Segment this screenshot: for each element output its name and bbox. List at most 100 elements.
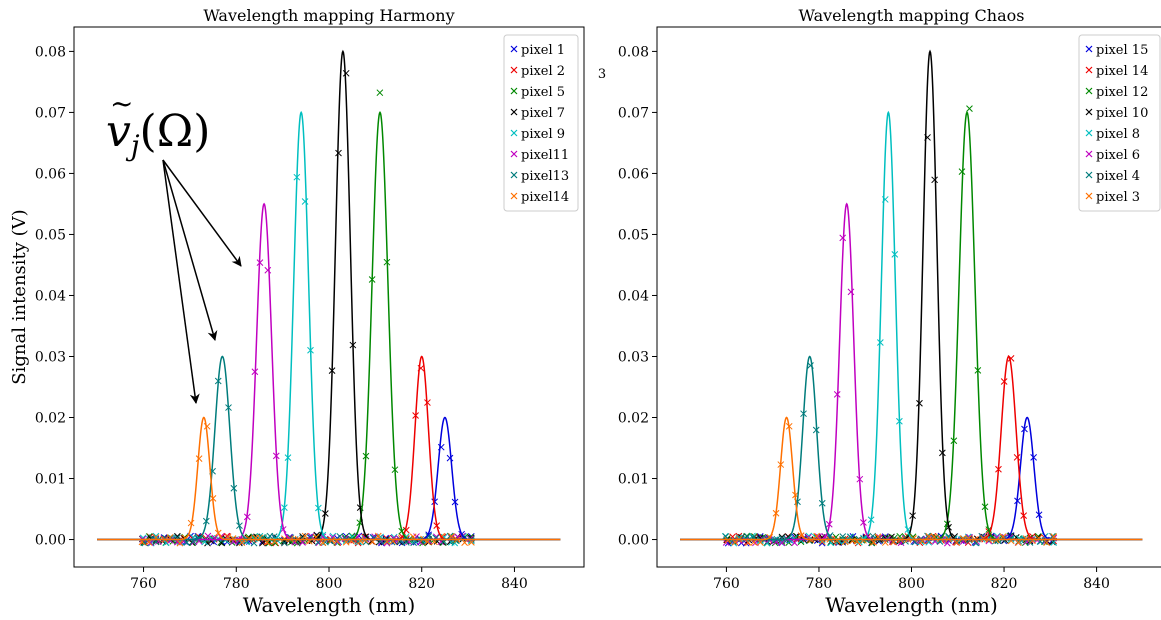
legend-entry: pixel 5 — [521, 85, 565, 100]
legend-marker — [510, 108, 518, 116]
data-point — [874, 533, 882, 541]
x-tick-label: 780 — [223, 576, 250, 592]
data-point — [993, 532, 1001, 540]
annotation-arrow-3 — [162, 159, 200, 404]
data-point — [383, 539, 391, 547]
data-point — [301, 198, 309, 205]
chart-chaos: 760 780 800 820 840 0.00 0.01 0.02 0.03 0.04 0.05 0… — [618, 6, 1161, 617]
series-line — [680, 49, 1143, 541]
legend-entry: pixel 7 — [521, 106, 565, 121]
x-tick-label: 820 — [991, 576, 1018, 592]
data-point — [839, 533, 847, 540]
series-markers — [140, 89, 474, 547]
data-point — [958, 168, 966, 175]
legend-marker — [510, 150, 518, 158]
data-point — [1043, 539, 1050, 547]
data-point — [301, 532, 309, 540]
chart-harmony: 760 780 800 820 840 0.00 0.01 0.02 0.03 0.04 0.05 0… — [35, 6, 585, 617]
legend-marker — [510, 87, 518, 95]
legend-entry: pixel 1 — [521, 43, 565, 58]
stray-mark: 3 — [598, 67, 606, 82]
series-markers — [724, 105, 1058, 547]
data-point — [959, 535, 967, 542]
data-point — [868, 539, 876, 547]
series-line — [680, 355, 1143, 541]
legend-entry: pixel13 — [521, 169, 569, 184]
y-tick-label: 0.03 — [618, 349, 649, 365]
series-line — [680, 110, 1143, 541]
data-point — [964, 535, 972, 542]
legend-marker — [1085, 150, 1093, 158]
legend-entry: pixel 6 — [1096, 148, 1140, 163]
chart-title: Wavelength mapping Harmony — [203, 6, 454, 25]
x-tick-label: 840 — [501, 576, 528, 592]
data-point — [238, 539, 246, 546]
x-tick-label: 760 — [130, 576, 157, 592]
data-point — [299, 533, 306, 540]
annotation-arrow-2 — [162, 159, 218, 341]
data-point — [195, 455, 203, 462]
legend-marker — [510, 192, 518, 200]
series-line — [97, 202, 561, 541]
data-point — [174, 532, 181, 540]
y-tick-label: 0.00 — [618, 533, 649, 549]
legend-entry: pixel14 — [521, 190, 569, 205]
legend-box — [1078, 34, 1161, 212]
data-point — [943, 539, 951, 547]
series-line — [680, 202, 1143, 541]
data-point — [1022, 535, 1030, 543]
y-tick-label: 0.06 — [618, 166, 649, 182]
data-point — [410, 539, 417, 547]
x-tick-label: 840 — [1083, 576, 1110, 592]
legend-marker — [1085, 45, 1093, 53]
x-tick-label: 780 — [806, 576, 833, 592]
data-point — [972, 539, 980, 547]
data-point — [750, 538, 758, 546]
data-point — [208, 534, 216, 542]
data-point — [468, 539, 475, 546]
x-tick-label: 800 — [316, 576, 343, 592]
legend-entry: pixel 14 — [1096, 64, 1148, 79]
legend-entry: pixel 12 — [1096, 85, 1148, 100]
legend-marker — [1085, 171, 1093, 179]
x-tick-label: 760 — [713, 576, 740, 592]
series-markers — [140, 364, 475, 547]
series-markers — [723, 134, 1056, 546]
data-point — [833, 537, 841, 544]
data-point — [217, 539, 224, 546]
legend-entry: pixel 3 — [1096, 190, 1140, 205]
legend: pixel 1 pixel 2 pixel 5 pixel 7 pixel 9 pixel… — [503, 34, 579, 212]
legend-entry: pixel11 — [521, 148, 569, 163]
legend-marker — [1085, 129, 1093, 137]
series-markers — [724, 425, 1056, 547]
series-line — [680, 111, 1143, 541]
series-markers — [724, 422, 1058, 547]
data-point — [881, 539, 889, 546]
annotation-arrow-1 — [162, 159, 242, 267]
data-point — [839, 234, 847, 242]
data-point — [778, 535, 786, 542]
data-point — [263, 539, 271, 546]
x-tick-label: 800 — [898, 576, 925, 592]
y-axis-label: Signal intensity (V) — [9, 209, 30, 384]
x-axis-label: Wavelength (nm) — [243, 593, 416, 617]
y-tick-label: 0.05 — [618, 227, 649, 243]
data-point — [176, 539, 184, 547]
legend-entry: pixel 9 — [521, 127, 565, 142]
data-point — [805, 532, 813, 540]
data-point — [745, 539, 752, 547]
legend-marker — [1085, 87, 1093, 95]
series-line — [97, 110, 561, 541]
data-point — [342, 69, 350, 77]
y-tick-label: 0.08 — [618, 44, 649, 60]
data-point — [791, 539, 798, 547]
data-point — [229, 535, 237, 542]
data-point — [757, 539, 764, 546]
annotation-accent: ~ — [110, 87, 133, 120]
series-line — [97, 416, 561, 541]
annotation-argument: (Ω) — [140, 106, 211, 157]
y-tick-label: 0.01 — [618, 472, 649, 488]
data-point — [448, 533, 455, 540]
data-point — [152, 532, 160, 540]
